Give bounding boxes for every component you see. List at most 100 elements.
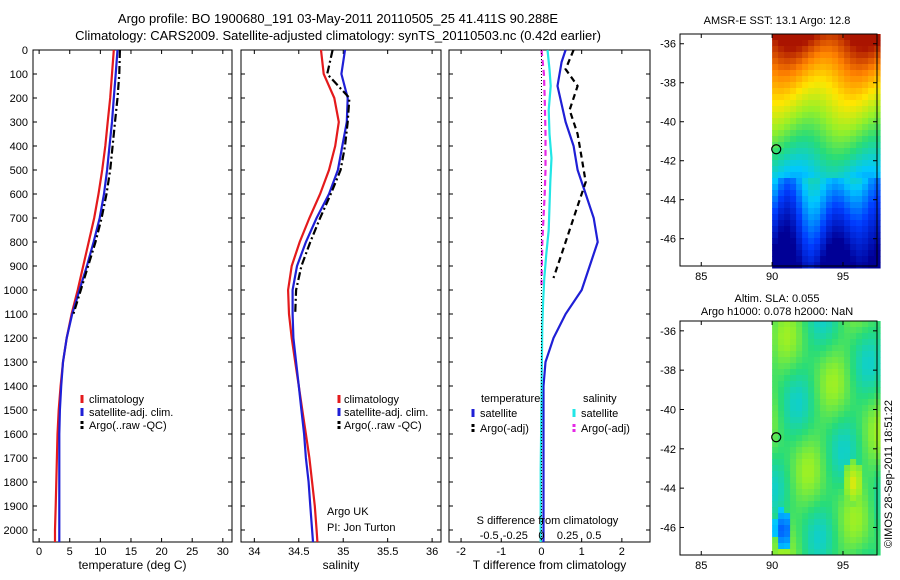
map-cell xyxy=(862,399,869,406)
map-cell xyxy=(862,459,869,466)
map-cell xyxy=(826,34,833,41)
map-cell xyxy=(778,136,785,143)
map-cell xyxy=(814,172,821,179)
map-cell xyxy=(850,256,857,263)
map-cell xyxy=(790,220,797,227)
map-cell xyxy=(832,351,839,358)
map-cell xyxy=(826,411,833,418)
map-cell xyxy=(790,244,797,251)
series-argo-raw-qc- xyxy=(294,49,351,315)
map-cell xyxy=(778,166,785,173)
map-cell xyxy=(772,321,779,328)
map-cell xyxy=(772,369,779,376)
map-cell xyxy=(808,172,815,179)
map-cell xyxy=(796,202,803,209)
map-cell xyxy=(838,100,845,107)
map-cell xyxy=(868,40,875,47)
map-cell xyxy=(778,519,785,526)
map-cell xyxy=(844,411,851,418)
map-cell xyxy=(778,106,785,113)
map-cell xyxy=(808,244,815,251)
map-cell xyxy=(778,244,785,251)
map-cell xyxy=(832,549,839,556)
map-cell xyxy=(784,363,791,370)
map-cell xyxy=(784,357,791,364)
map-cell xyxy=(868,381,875,388)
map-cell xyxy=(844,244,851,251)
map-cell xyxy=(856,190,863,197)
map-cell xyxy=(772,148,779,155)
y-tick-label: 600 xyxy=(10,189,28,201)
series-satellite-adj-clim- xyxy=(291,49,349,543)
map-cell xyxy=(784,124,791,131)
map-cell xyxy=(862,381,869,388)
map-cell xyxy=(808,208,815,215)
map-cell xyxy=(838,136,845,143)
map-cell xyxy=(862,327,869,334)
map-cell xyxy=(856,405,863,412)
map-cell xyxy=(826,136,833,143)
map-cell xyxy=(850,46,857,53)
map-cell xyxy=(844,214,851,221)
map-cell xyxy=(832,130,839,137)
map-cell xyxy=(832,405,839,412)
map-cell xyxy=(790,154,797,161)
map-cell xyxy=(856,495,863,502)
map-cell xyxy=(862,46,869,53)
map-cell xyxy=(856,363,863,370)
map-cell xyxy=(808,357,815,364)
map-cell xyxy=(838,148,845,155)
map-cell xyxy=(790,82,797,89)
map-cell xyxy=(826,106,833,113)
map-cell xyxy=(790,531,797,538)
map-cell xyxy=(802,82,809,89)
x-tick-label: 95 xyxy=(837,271,849,283)
map-cell xyxy=(772,250,779,257)
map-cell xyxy=(868,178,875,185)
y-tick-label: 1300 xyxy=(4,357,28,369)
map-cell xyxy=(850,106,857,113)
map-cell xyxy=(832,250,839,257)
map-cell xyxy=(790,333,797,340)
map-cell xyxy=(862,483,869,490)
map-cell xyxy=(772,471,779,478)
map-cell xyxy=(790,52,797,59)
map-cell xyxy=(856,118,863,125)
map-cell xyxy=(808,220,815,227)
map-cell xyxy=(802,136,809,143)
map-cell xyxy=(844,136,851,143)
map-cell xyxy=(838,525,845,532)
map-cell xyxy=(790,345,797,352)
map-cell xyxy=(778,190,785,197)
map-cell xyxy=(814,399,821,406)
map-cell xyxy=(772,405,779,412)
map-cell xyxy=(814,76,821,83)
map-cell xyxy=(868,489,875,496)
map-cell xyxy=(772,64,779,71)
map-cell xyxy=(856,525,863,532)
map-cell xyxy=(796,94,803,101)
map-cell xyxy=(772,387,779,394)
map-cell xyxy=(826,489,833,496)
map-cell xyxy=(832,507,839,514)
argo-position-marker xyxy=(771,144,782,155)
map-cell xyxy=(790,190,797,197)
map-cell xyxy=(784,405,791,412)
map-cell xyxy=(826,46,833,53)
series-temperature-satellite xyxy=(542,49,599,542)
map-cell xyxy=(778,100,785,107)
map-cell xyxy=(850,154,857,161)
map-cell xyxy=(844,82,851,89)
map-cell xyxy=(772,357,779,364)
map-cell xyxy=(856,351,863,358)
map-cell xyxy=(778,399,785,406)
map-cell xyxy=(796,70,803,77)
map-cell xyxy=(772,208,779,215)
map-cell xyxy=(844,184,851,191)
map-cell xyxy=(820,333,827,340)
map-cell xyxy=(784,118,791,125)
map-cell xyxy=(862,507,869,514)
map-cell xyxy=(832,94,839,101)
map-cell xyxy=(814,357,821,364)
map-cell xyxy=(868,244,875,251)
